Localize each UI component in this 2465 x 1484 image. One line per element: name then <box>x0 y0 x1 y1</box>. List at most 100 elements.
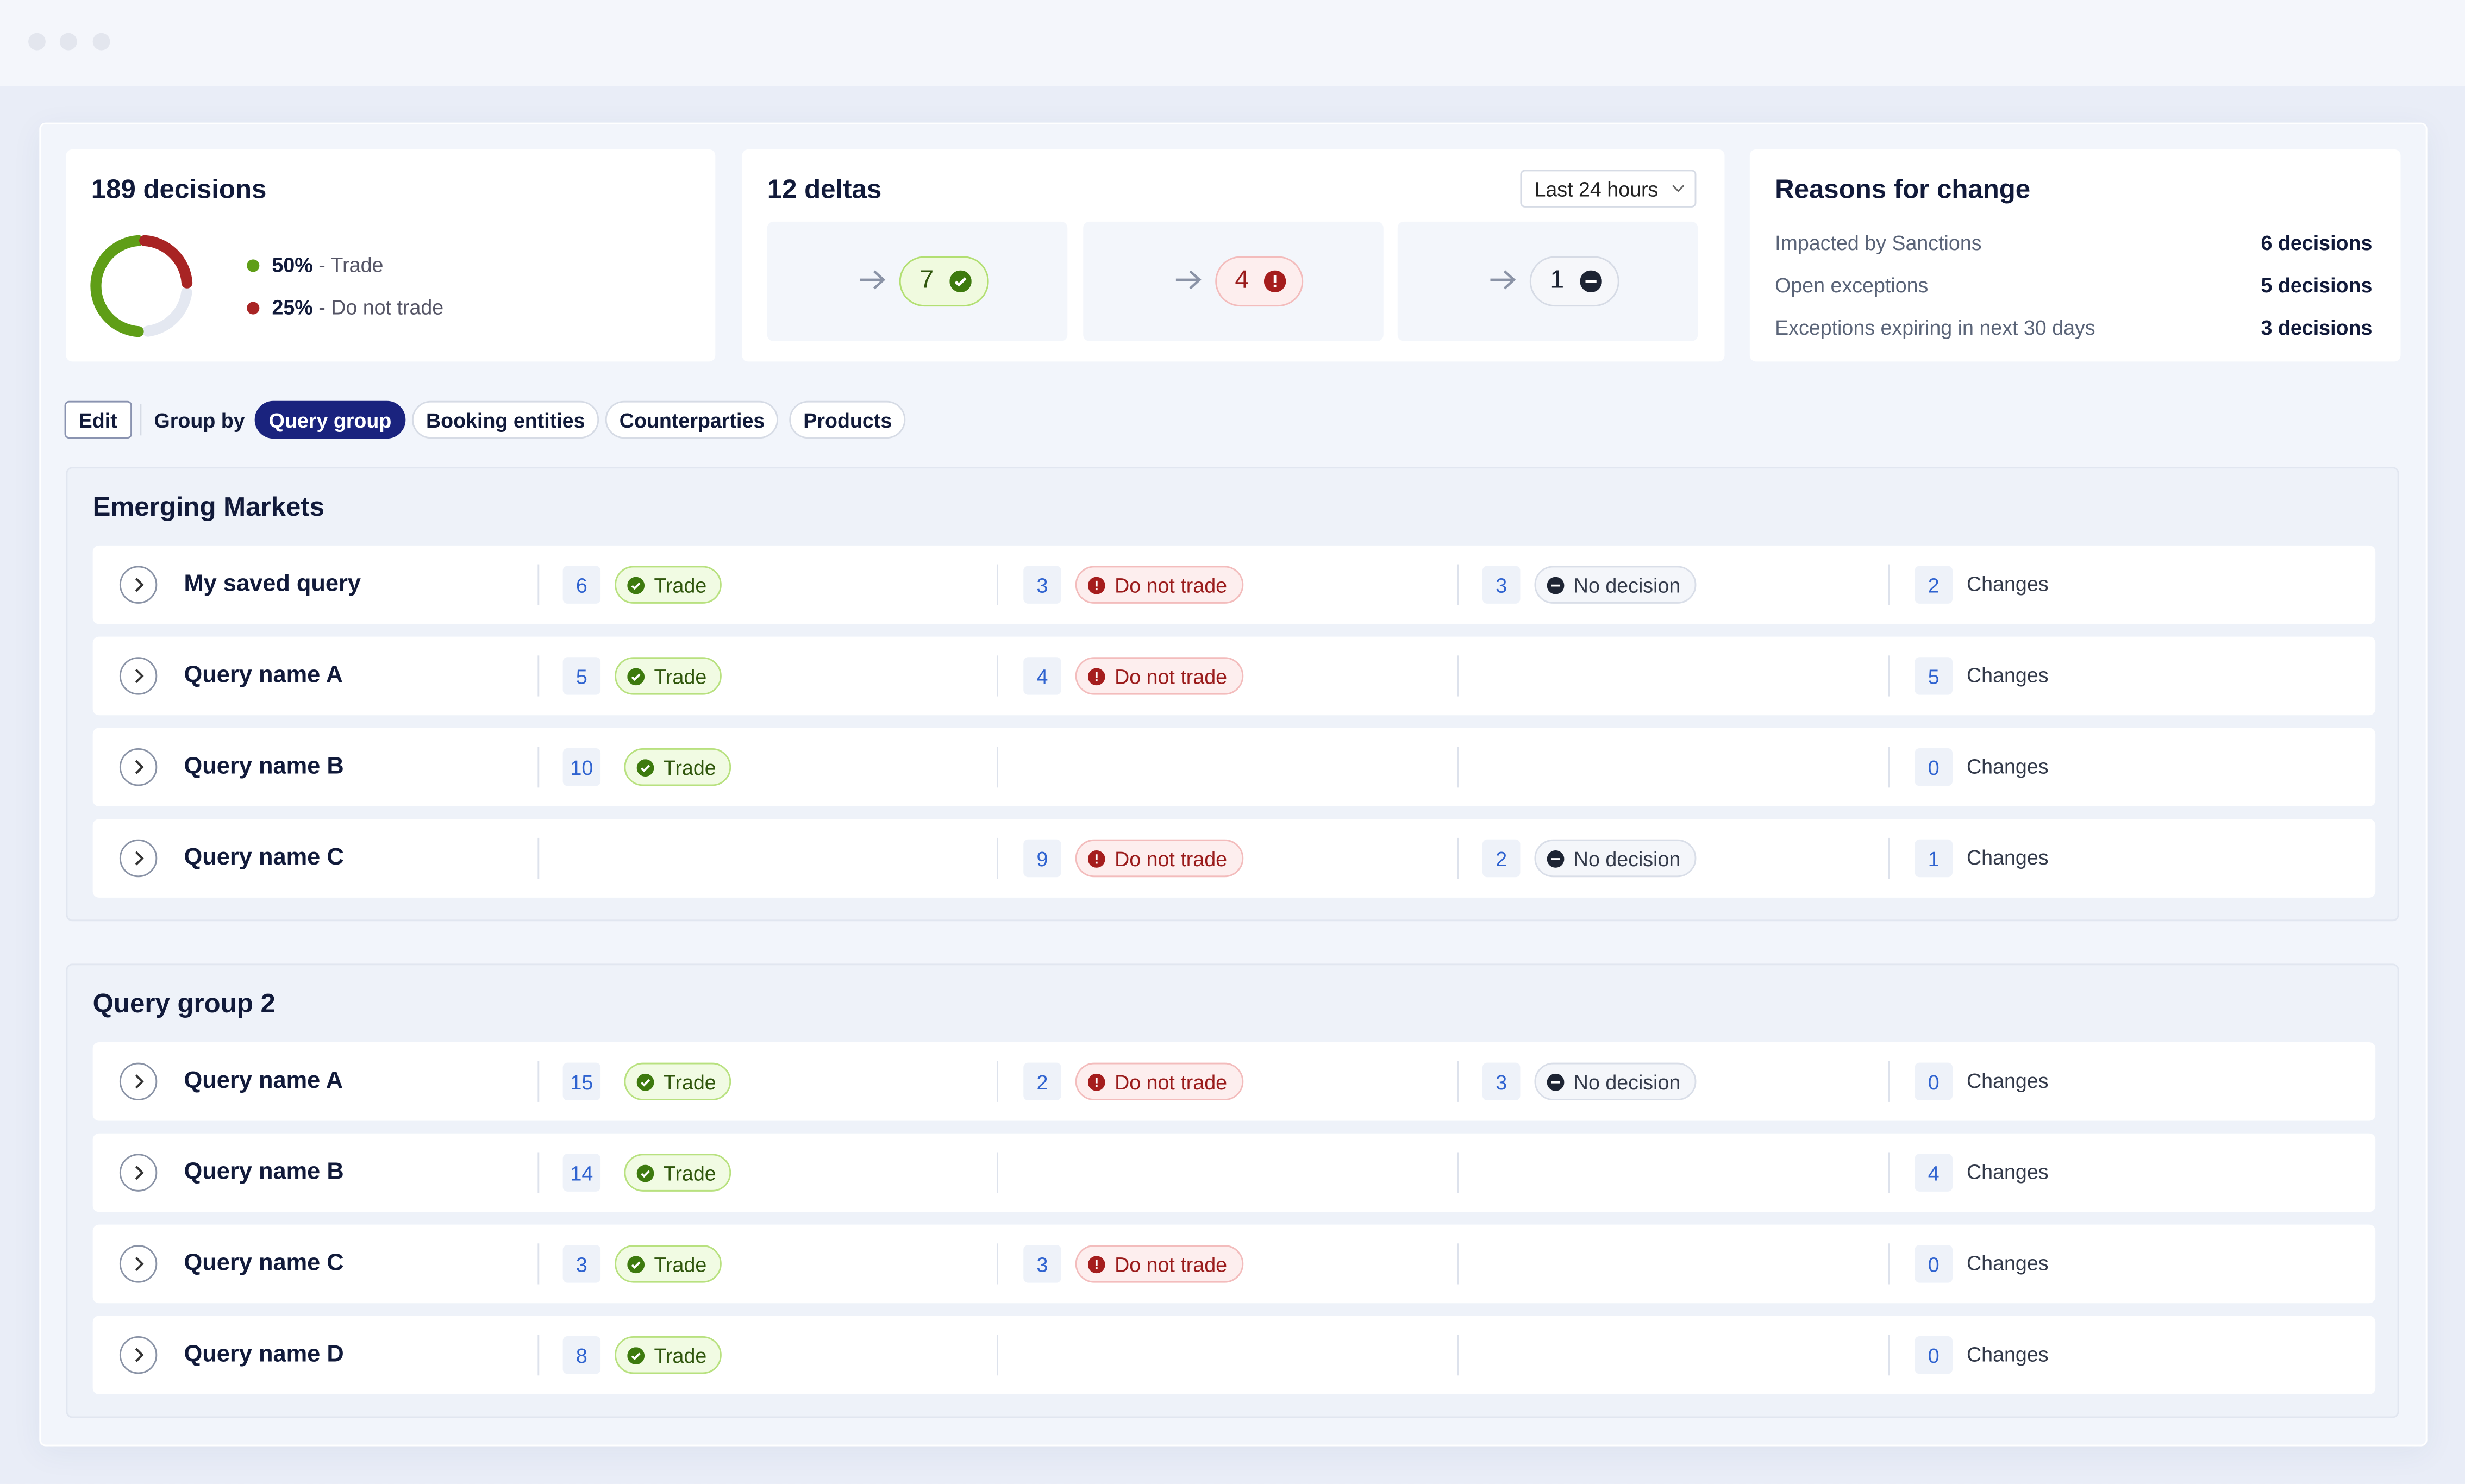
legend-item: 25% - Do not trade <box>247 296 443 319</box>
card-title: 12 deltas <box>767 174 882 205</box>
count-box: 3 <box>1482 1062 1521 1101</box>
changes-label: Changes <box>1967 663 2049 687</box>
column-divider <box>537 747 540 788</box>
icon <box>1087 1255 1105 1273</box>
expand-button[interactable] <box>119 1062 158 1101</box>
chevron-icon <box>1672 185 1684 192</box>
status-badge: Trade <box>615 657 723 695</box>
count-box: 5 <box>1915 657 1953 695</box>
summary-card: 189 decisions 50% - Trade 25% - Do not tra… <box>66 149 716 362</box>
status-icon <box>1087 1255 1105 1273</box>
card-title: 189 decisions <box>91 174 267 205</box>
icon <box>627 1346 645 1364</box>
expand-button[interactable] <box>119 1154 158 1192</box>
expand-button[interactable] <box>119 748 158 786</box>
column-divider <box>1457 747 1459 788</box>
expand-button[interactable] <box>119 839 158 878</box>
query-row: Query name A 5 Trade 4 Do not trade 5 Changes <box>92 636 2376 716</box>
column-divider <box>537 1152 540 1193</box>
column-divider <box>997 747 998 788</box>
query-row: Query name D 8 Trade 0 Changes <box>92 1316 2376 1395</box>
status-badge: Trade <box>624 1154 732 1192</box>
arrow-icon <box>1175 270 1201 290</box>
query-row: My saved query 6 Trade 3 Do not trade 3 No dec… <box>92 545 2376 624</box>
badge-label: Trade <box>654 1252 707 1276</box>
delta-pill: 1 <box>1529 256 1619 307</box>
count-box: 0 <box>1915 1336 1953 1374</box>
status-icon <box>636 1073 654 1091</box>
status-badge: No decision <box>1534 566 1697 604</box>
count-box: 3 <box>562 1245 601 1283</box>
group-option[interactable]: Counterparties <box>605 400 779 439</box>
query-row: Query name A 15 Trade 2 Do not trade 3 No deci… <box>92 1042 2376 1121</box>
column-divider <box>1457 1152 1459 1193</box>
status-icon <box>636 1164 654 1182</box>
column-divider <box>537 655 540 697</box>
badge-label: Trade <box>654 1343 707 1367</box>
delta-pill: 7 <box>899 256 989 307</box>
column-divider <box>1457 1061 1459 1102</box>
icon <box>1547 1073 1565 1091</box>
expand-button[interactable] <box>119 1336 158 1374</box>
arrow <box>1489 269 1517 291</box>
delta-pill: 4 <box>1214 256 1304 307</box>
query-group: Emerging Markets My saved query 6 Trade 3 Do … <box>66 467 2399 922</box>
count-box: 0 <box>1915 748 1953 786</box>
delta-count: 1 <box>1550 267 1565 294</box>
query-row: Query name B 10 Trade 0 Changes <box>92 728 2376 807</box>
range-dropdown[interactable]: Last 24 hours <box>1520 170 1697 208</box>
window-dot <box>59 33 77 51</box>
query-name: Query name C <box>184 1249 344 1277</box>
query-group: Query group 2 Query name A 15 Trade 2 Do not … <box>66 963 2399 1418</box>
group-option[interactable]: Booking entities <box>411 400 599 439</box>
group-option[interactable]: Query group <box>254 400 406 439</box>
icon <box>636 758 654 776</box>
status-icon <box>1265 270 1287 293</box>
column-divider <box>997 837 998 879</box>
count-box: 14 <box>562 1154 601 1192</box>
legend-percent: 50% <box>272 253 313 277</box>
column-divider <box>1457 655 1459 697</box>
badge-label: Trade <box>654 664 707 688</box>
expand-button[interactable] <box>119 657 158 695</box>
column-divider <box>1457 564 1459 605</box>
column-divider <box>997 1335 998 1376</box>
column-divider <box>997 1061 998 1102</box>
expand-button[interactable] <box>119 566 158 604</box>
changes-label: Changes <box>1967 1160 2049 1184</box>
reason-value: 5 decisions <box>2261 273 2373 297</box>
badge-label: Do not trade <box>1115 573 1228 597</box>
count-box: 4 <box>1915 1154 1953 1192</box>
status-icon <box>1087 849 1105 867</box>
reason-row: Open exceptions 5 decisions <box>1775 273 2372 297</box>
icon <box>1087 576 1105 594</box>
reason-label: Impacted by Sanctions <box>1775 231 1982 255</box>
status-badge: Do not trade <box>1075 1245 1243 1283</box>
status-icon <box>1547 849 1565 867</box>
group-option[interactable]: Products <box>789 400 906 439</box>
status-badge: Trade <box>615 566 723 604</box>
status-badge: Trade <box>615 1245 723 1283</box>
window-dot <box>92 33 110 51</box>
count-box: 15 <box>562 1062 601 1101</box>
chevron-icon <box>135 1166 144 1180</box>
chevron-icon <box>135 578 144 592</box>
badge-label: Trade <box>663 1069 716 1094</box>
reason-label: Exceptions expiring in next 30 days <box>1775 316 2095 340</box>
column-divider <box>1457 1335 1459 1376</box>
query-name: Query name A <box>184 1067 343 1094</box>
arrow <box>1174 269 1202 291</box>
column-divider <box>997 1243 998 1285</box>
column-divider <box>537 837 540 879</box>
arrow-icon <box>1490 270 1516 290</box>
column-divider <box>997 655 998 697</box>
reason-row: Impacted by Sanctions 6 decisions <box>1775 231 2372 254</box>
changes-label: Changes <box>1967 846 2049 869</box>
edit-button[interactable]: Edit <box>64 400 132 439</box>
status-badge: No decision <box>1534 1062 1697 1101</box>
expand-button[interactable] <box>119 1245 158 1283</box>
column-divider <box>1888 747 1890 788</box>
donut-segment <box>142 287 192 337</box>
badge-label: Do not trade <box>1115 1252 1228 1276</box>
badge-label: Do not trade <box>1115 846 1228 871</box>
